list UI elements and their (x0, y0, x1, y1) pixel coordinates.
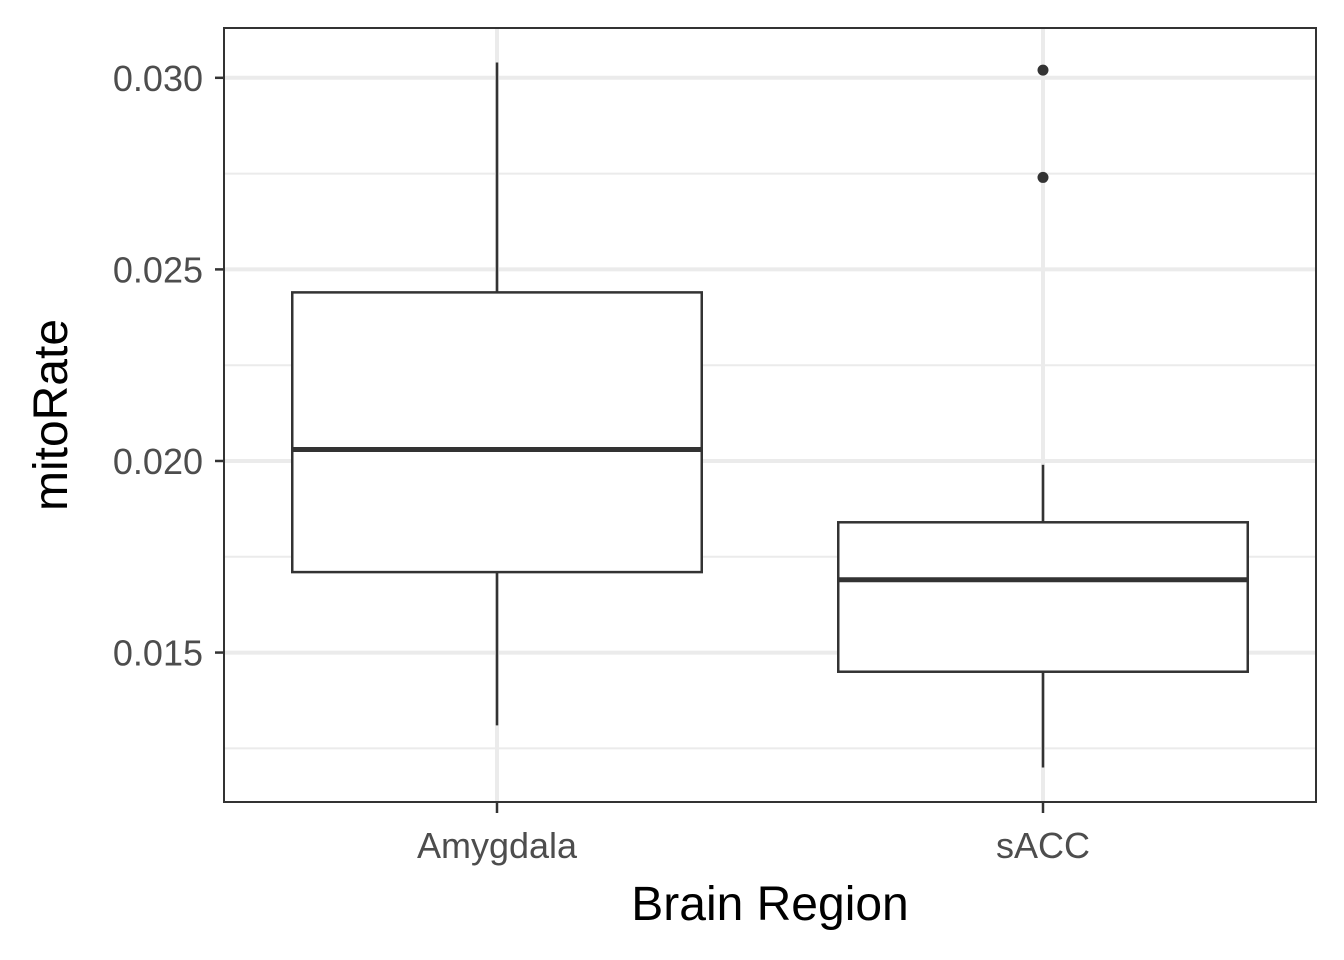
iqr-box (291, 291, 703, 574)
box-amygdala (291, 62, 703, 726)
box-sacc (837, 64, 1249, 768)
outlier-point (1037, 64, 1049, 76)
x-tick-label: Amygdala (417, 825, 578, 866)
y-tick-label: 0.020 (113, 441, 203, 482)
axes: 0.015 0.020 0.025 0.030 Amygdala sACC (113, 58, 1090, 866)
y-tick-label: 0.030 (113, 58, 203, 99)
iqr-box (837, 521, 1249, 673)
panel-border (223, 27, 1317, 803)
boxes (291, 62, 1249, 768)
y-axis-title: mitoRate (25, 319, 78, 511)
y-tick-label: 0.015 (113, 633, 203, 674)
x-tick-label: sACC (996, 825, 1090, 866)
y-tick-label: 0.025 (113, 249, 203, 290)
x-axis-title: Brain Region (631, 878, 909, 931)
outlier-point (1037, 171, 1049, 183)
